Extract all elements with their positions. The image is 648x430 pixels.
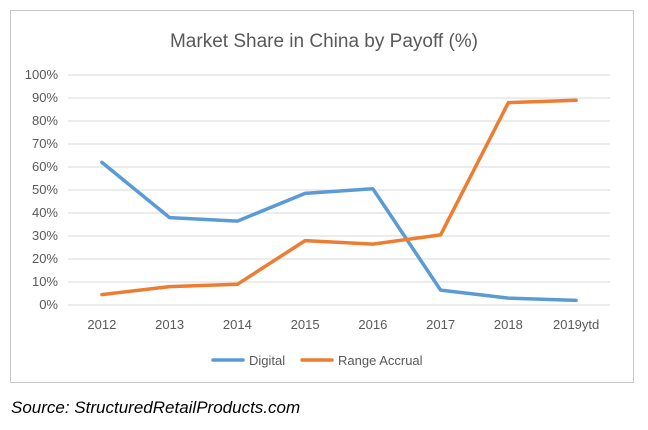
series-line-range-accrual — [100, 98, 578, 297]
series-line-digital — [100, 160, 578, 303]
x-tick-label: 2016 — [358, 317, 387, 332]
source-caption: Source: StructuredRetailProducts.com — [11, 398, 301, 417]
x-tick-label: 2018 — [494, 317, 523, 332]
y-tick-label: 70% — [32, 136, 58, 151]
x-tick-label: 2014 — [223, 317, 252, 332]
x-tick-label: 2015 — [291, 317, 320, 332]
y-tick-label: 60% — [32, 159, 58, 174]
x-axis-tick-labels: 2012 2013 2014 2015 2016 2017 2018 2019ytd — [87, 317, 599, 332]
chart-frame — [10, 10, 634, 383]
y-tick-label: 20% — [32, 251, 58, 266]
y-tick-label: 30% — [32, 228, 58, 243]
y-tick-label: 40% — [32, 205, 58, 220]
y-tick-label: 10% — [32, 274, 58, 289]
x-tick-label: 2019ytd — [553, 317, 599, 332]
gridlines — [68, 74, 610, 306]
y-tick-label: 0% — [39, 297, 58, 312]
y-tick-label: 100% — [25, 67, 59, 82]
legend-label: Range Accrual — [338, 353, 423, 368]
y-tick-label: 80% — [32, 113, 58, 128]
x-tick-label: 2017 — [426, 317, 455, 332]
chart-title: Market Share in China by Payoff (%) — [170, 31, 478, 52]
legend-label: Digital — [249, 353, 285, 368]
x-tick-label: 2013 — [155, 317, 184, 332]
series-lines — [100, 98, 578, 303]
y-tick-label: 90% — [32, 90, 58, 105]
y-axis-tick-labels: 0% 10% 20% 30% 40% 50% 60% 70% 80% 90% 100% — [25, 67, 59, 312]
legend: Digital Range Accrual — [211, 353, 423, 368]
x-tick-label: 2012 — [87, 317, 116, 332]
y-tick-label: 50% — [32, 182, 58, 197]
